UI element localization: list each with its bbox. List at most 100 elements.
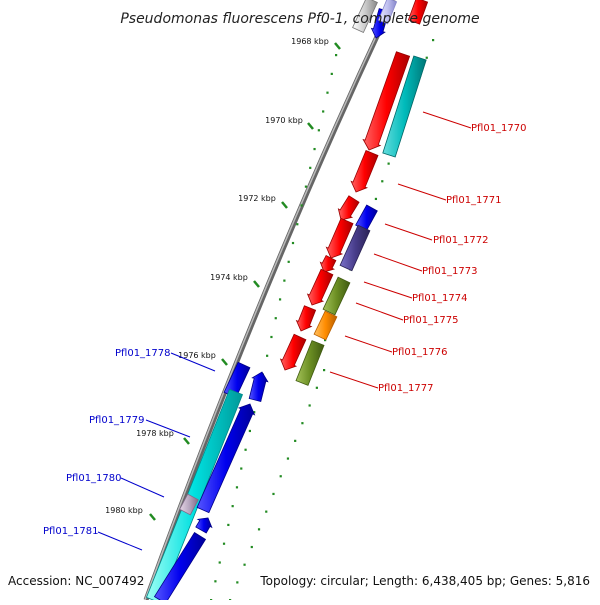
tick-mark (149, 513, 156, 521)
accession-text: Accession: NC_007492 (8, 574, 145, 588)
tick-mark (307, 122, 314, 130)
leader-line (344, 335, 393, 353)
scale-dot (240, 467, 243, 470)
scale-dot (272, 492, 275, 496)
cds-pfl01-1778 (223, 361, 251, 399)
leader-line (120, 477, 165, 498)
leader-line (397, 183, 447, 201)
feature-pfl01-1773 (339, 224, 371, 272)
tick-label: 1968 kbp (291, 37, 329, 46)
scale-dot (432, 39, 435, 42)
feature-pfl01-1780 (179, 493, 199, 516)
scale-dot (304, 185, 308, 188)
cds-rev-arrow-1 (248, 371, 269, 402)
tick-label: 1974 kbp (210, 273, 248, 282)
scale-dot (324, 339, 327, 342)
tick-mark (334, 42, 341, 50)
cds-pfl01-1779 (196, 403, 256, 514)
scale-dot (300, 204, 303, 207)
tick-label: 1970 kbp (265, 116, 303, 125)
cds-forward-top (407, 0, 429, 25)
scale-dot (283, 279, 286, 282)
tick-mark (253, 280, 260, 288)
scale-dot (250, 545, 253, 549)
tick-label: 1980 kbp (105, 506, 143, 515)
cds-pfl01-1771 (350, 149, 379, 193)
gene-labels: Pfl01_1770 Pfl01_1771 Pfl01_1772 Pfl01_1773… (43, 123, 527, 537)
gene-label: Pfl01_1772 (433, 235, 489, 246)
gene-label: Pfl01_1781 (43, 526, 99, 537)
scale-dot (296, 223, 299, 226)
features (145, 0, 429, 604)
cds-pfl01-1781 (153, 532, 207, 604)
scale-dot (236, 581, 239, 584)
scale-dot (374, 197, 378, 201)
feature-pfl01-1777 (295, 340, 325, 386)
feature-pfl01-1770 (382, 55, 427, 158)
scale-dot (243, 563, 246, 566)
scale-dot (270, 335, 273, 339)
cds-pfl01-1770 (362, 51, 411, 151)
backbone-line (143, 0, 397, 601)
scale-dot (315, 386, 318, 389)
tick-mark (183, 437, 190, 445)
tick-label: 1976 kbp (178, 351, 216, 360)
gene-label: Pfl01_1778 (115, 348, 171, 359)
tick-label: 1978 kbp (136, 429, 174, 438)
scale-dot (322, 110, 325, 113)
scale-ticks: 1968 kbp 1970 kbp 1972 kbp 1974 kbp 1976 kbp… (105, 37, 341, 521)
cds-small (319, 254, 337, 273)
scale-dot (235, 486, 239, 489)
feature-pfl01-1775 (313, 310, 338, 341)
label-leaders (97, 111, 472, 551)
scale-dot (244, 448, 247, 451)
scale-dot (279, 475, 282, 478)
scale-dot (301, 422, 304, 425)
scale-dot (257, 528, 261, 531)
cds-pfl01-1772 (337, 195, 360, 221)
tick-label: 1972 kbp (238, 194, 276, 203)
genome-summary-text: Topology: circular; Length: 6,438,405 bp… (260, 574, 590, 588)
cds-pfl01-1776 (279, 333, 307, 371)
scale-dot (266, 354, 269, 357)
gene-label: Pfl01_1775 (403, 315, 459, 326)
leader-line (329, 371, 379, 389)
scale-dot (231, 505, 234, 508)
leader-line (97, 531, 143, 551)
scale-dot (317, 129, 320, 132)
tick-mark (221, 358, 228, 366)
scale-dot (286, 457, 290, 460)
scale-dot (309, 166, 312, 169)
scale-dot (291, 241, 295, 245)
scale-dot (248, 429, 251, 433)
feature-pfl01-1779 (145, 388, 244, 604)
gene-label: Pfl01_1771 (446, 195, 502, 206)
scale-dot (387, 162, 390, 165)
scale-dot (294, 439, 297, 442)
backbone-highlight (144, 0, 394, 601)
scale-dot (313, 147, 316, 151)
scale-dot (330, 72, 333, 75)
cds-pfl01-1780 (195, 517, 213, 534)
gene-label: Pfl01_1780 (66, 473, 122, 484)
gene-label: Pfl01_1773 (422, 266, 478, 277)
scale-dot (265, 510, 268, 513)
leader-line (422, 111, 472, 129)
scale-dot (278, 298, 282, 301)
scale-dot (218, 561, 221, 564)
scale-dot (323, 369, 326, 372)
scale-dot (287, 260, 290, 263)
cds-pfl01-1773 (325, 217, 354, 259)
map-title: Pseudomonas fluorescens Pf0-1, complete … (120, 11, 479, 27)
leader-line (145, 419, 191, 438)
scale-dot (326, 91, 329, 94)
leader-line (384, 223, 433, 241)
tick-mark (281, 201, 288, 209)
feature-pfl01-1772 (355, 204, 378, 232)
gene-label: Pfl01_1776 (392, 347, 448, 358)
gene-label: Pfl01_1770 (471, 123, 527, 134)
leader-line (373, 253, 423, 272)
gene-label: Pfl01_1774 (412, 293, 468, 304)
